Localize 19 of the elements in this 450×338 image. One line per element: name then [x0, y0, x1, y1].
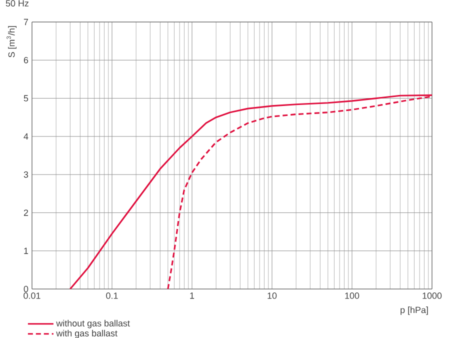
x-tick-label: 1000: [422, 292, 442, 299]
chart-title: 50 Hz: [6, 0, 28, 7]
y-tick-label: 0: [24, 286, 28, 292]
y-axis-title: S [m$^{3}$/h]: [6, 26, 16, 58]
x-tick-label: 0.1: [106, 292, 118, 299]
x-tick-label: 1: [190, 292, 194, 299]
y-tick-label: 7: [24, 18, 28, 26]
legend-label: without gas ballast: [56, 320, 130, 328]
x-tick-label: 100: [345, 292, 360, 299]
x-tick-label: 10: [268, 292, 277, 299]
y-tick-label: 1: [24, 248, 28, 254]
y-tick-label: 5: [24, 95, 28, 102]
legend-label: with gas ballast: [56, 330, 118, 338]
y-tick-label: 2: [24, 210, 28, 216]
x-tick-label: 0.01: [24, 292, 40, 299]
y-tick-label: 4: [24, 133, 28, 140]
x-axis-title: p [hPa]: [400, 306, 428, 315]
y-tick-label: 6: [24, 56, 28, 64]
y-tick-label: 3: [24, 171, 28, 178]
